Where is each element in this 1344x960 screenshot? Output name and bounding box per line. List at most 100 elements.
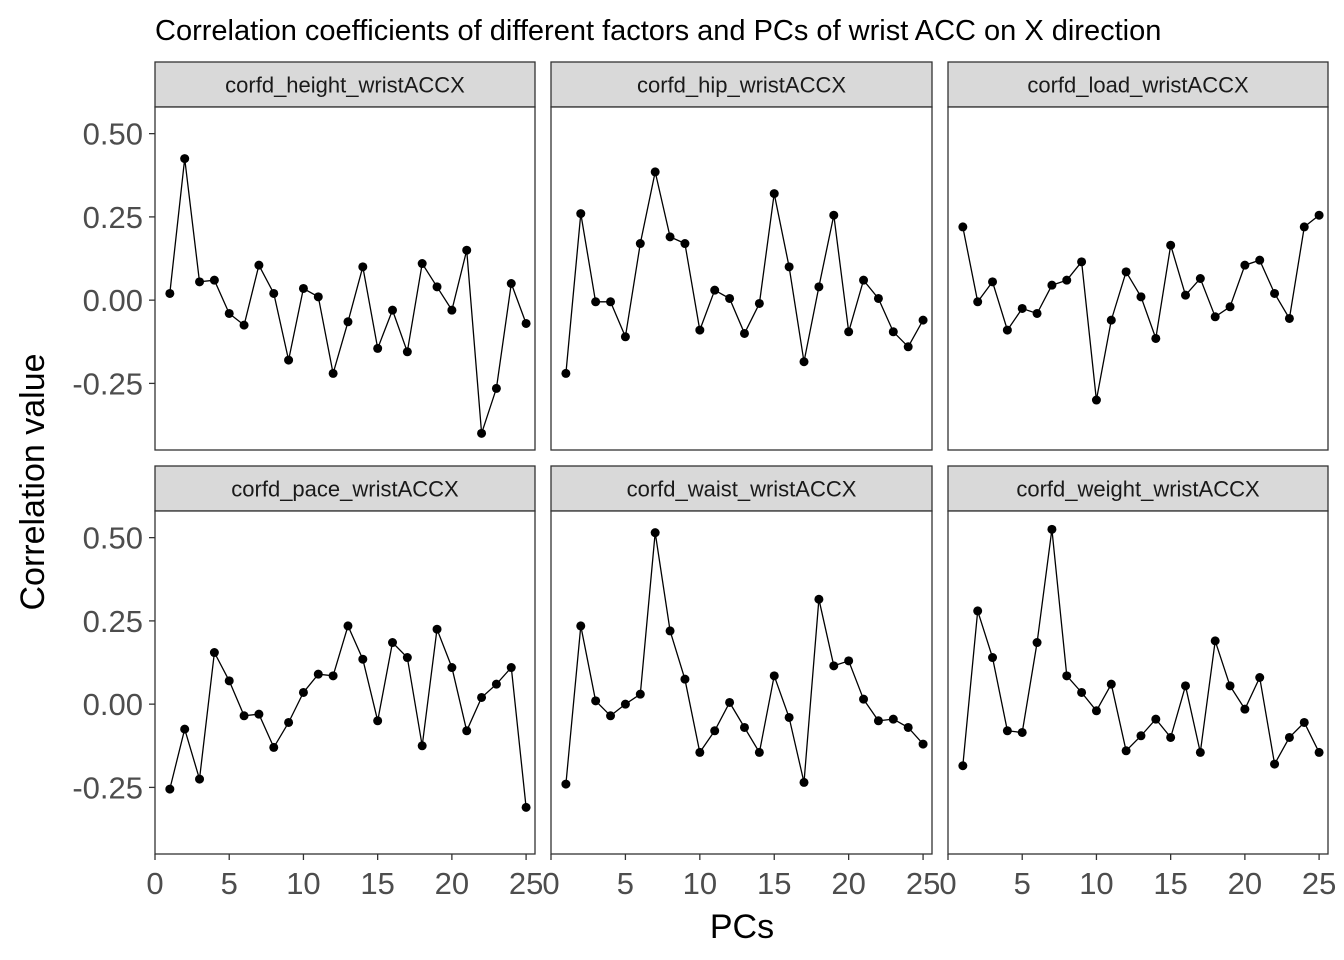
data-point <box>1151 333 1161 343</box>
data-point <box>561 368 571 378</box>
x-tick-label: 0 <box>542 866 559 901</box>
data-point <box>388 305 397 315</box>
data-point <box>180 154 190 164</box>
data-point <box>903 342 913 352</box>
facet-strip <box>947 465 1329 512</box>
data-point <box>417 259 427 269</box>
data-point <box>462 726 472 736</box>
data-point <box>298 687 308 697</box>
data-point <box>606 711 616 721</box>
x-tick-label: 20 <box>435 866 469 901</box>
facet-strip <box>550 465 933 512</box>
data-point <box>1077 687 1087 697</box>
data-point <box>1166 732 1176 742</box>
data-point <box>373 716 383 726</box>
data-point <box>1284 313 1294 323</box>
data-point <box>1002 325 1012 335</box>
data-point <box>591 297 601 307</box>
data-point <box>958 761 968 771</box>
data-point <box>665 626 675 636</box>
data-point <box>1314 747 1324 757</box>
x-tick-label: 20 <box>831 866 865 901</box>
y-tick-label: -0.25 <box>72 770 143 805</box>
data-point <box>918 315 928 325</box>
data-point <box>1270 288 1280 298</box>
facet-grid: corfd_height_wristACCX corfd_hip_wristACC… <box>154 61 1329 855</box>
facet-panel-border <box>154 510 536 855</box>
data-point <box>784 712 794 722</box>
x-tick-label: 5 <box>617 866 634 901</box>
data-point <box>665 232 675 242</box>
data-point <box>695 325 705 335</box>
facet-panel-border <box>947 106 1329 451</box>
data-point <box>620 699 630 709</box>
data-point <box>195 277 205 287</box>
data-point <box>988 277 998 287</box>
data-point <box>328 368 338 378</box>
facet-strip <box>154 61 536 108</box>
data-point <box>1299 717 1309 727</box>
data-point <box>903 722 913 732</box>
facet-panel: corfd_pace_wristACCX <box>154 465 536 855</box>
data-point <box>695 747 705 757</box>
data-point <box>725 697 735 707</box>
data-point <box>298 283 308 293</box>
data-point <box>680 239 690 249</box>
data-point <box>1017 727 1027 737</box>
data-point <box>814 594 824 604</box>
data-point <box>973 297 983 307</box>
facet-panel: corfd_weight_wristACCX <box>947 465 1329 855</box>
data-point <box>506 278 516 288</box>
facet-panel-border <box>550 106 933 451</box>
data-point <box>988 653 998 663</box>
data-point <box>739 722 749 732</box>
data-point <box>506 663 516 673</box>
data-point <box>1210 636 1220 646</box>
data-point <box>650 167 660 177</box>
data-point <box>784 262 794 272</box>
data-point <box>635 689 645 699</box>
data-point <box>180 724 190 734</box>
data-point <box>284 717 294 727</box>
data-point <box>1106 315 1116 325</box>
data-point <box>888 714 898 724</box>
data-point <box>224 308 234 318</box>
data-point <box>1225 681 1235 691</box>
x-tick-label: 5 <box>1014 866 1031 901</box>
data-point <box>343 317 353 327</box>
data-point <box>1240 260 1250 270</box>
data-point <box>710 726 720 736</box>
facet-strip-label: corfd_height_wristACCX <box>225 73 465 98</box>
data-point <box>388 638 397 648</box>
data-point <box>254 260 264 270</box>
facet-strip-label: corfd_hip_wristACCX <box>637 73 846 98</box>
data-point <box>209 275 219 285</box>
facet-strip <box>947 61 1329 108</box>
data-point <box>1151 714 1161 724</box>
data-point <box>402 653 412 663</box>
axes: -0.25 0.00 0.25 0.50 -0.25 0.00 0.25 0.50 0 5 10 15… <box>72 117 1336 901</box>
data-point <box>1284 732 1294 742</box>
x-tick-label: 10 <box>286 866 320 901</box>
facet-panel: corfd_load_wristACCX <box>947 61 1329 451</box>
data-point <box>1062 275 1072 285</box>
data-point <box>224 676 234 686</box>
data-point <box>561 779 571 789</box>
data-point <box>1255 255 1265 265</box>
y-tick-label: 0.00 <box>83 283 143 318</box>
data-point <box>358 654 368 664</box>
data-point <box>888 327 898 337</box>
data-point <box>491 383 501 393</box>
data-point <box>1002 726 1012 736</box>
y-tick-label: 0.25 <box>83 200 143 235</box>
data-point <box>1195 274 1205 283</box>
data-point <box>606 297 616 307</box>
data-point <box>491 679 501 689</box>
x-tick-label: 5 <box>221 866 238 901</box>
facet-strip-label: corfd_weight_wristACCX <box>1016 477 1260 502</box>
data-point <box>1181 290 1190 300</box>
x-tick-label: 15 <box>757 866 791 901</box>
data-point <box>844 656 854 666</box>
data-point <box>432 624 442 634</box>
data-point <box>769 189 779 199</box>
